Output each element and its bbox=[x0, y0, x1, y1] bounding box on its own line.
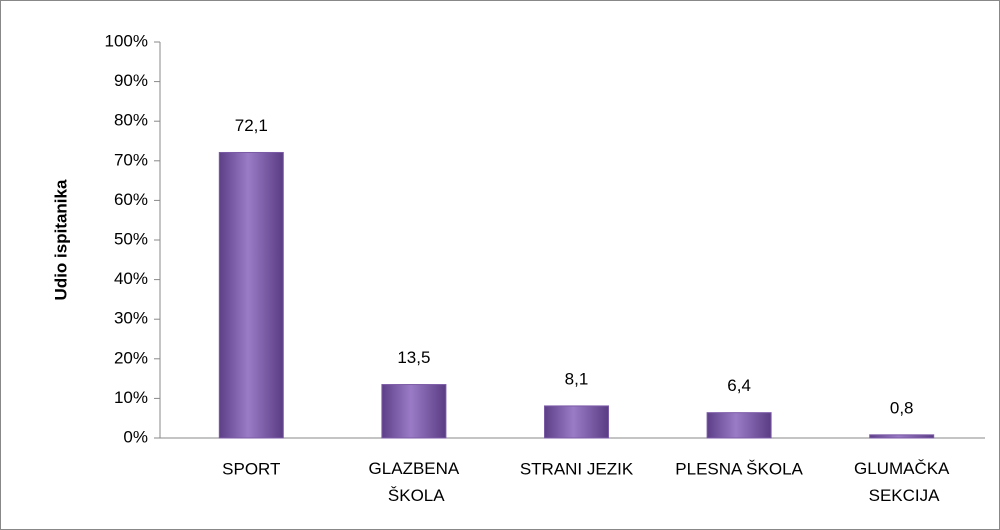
y-tick-label: 50% bbox=[114, 229, 148, 248]
value-label: 6,4 bbox=[727, 376, 751, 395]
y-tick-label: 0% bbox=[123, 427, 148, 446]
value-label: 13,5 bbox=[397, 348, 430, 367]
y-tick-label: 30% bbox=[114, 309, 148, 328]
y-tick-label: 40% bbox=[114, 269, 148, 288]
y-tick-label: 90% bbox=[114, 71, 148, 90]
y-axis-label: Udio ispitanika bbox=[51, 179, 70, 300]
y-tick-label: 80% bbox=[114, 111, 148, 130]
x-tick-label: GLAZBENA ŠKOLA bbox=[369, 459, 460, 505]
y-tick-label: 70% bbox=[114, 150, 148, 169]
bar bbox=[381, 384, 447, 439]
x-tick-label: SPORT bbox=[222, 459, 280, 478]
x-tick-label: STRANI JEZIK bbox=[520, 459, 634, 478]
bar bbox=[544, 405, 609, 439]
y-tick-label: 20% bbox=[114, 348, 148, 367]
bar bbox=[869, 434, 935, 439]
y-tick-label: 60% bbox=[114, 190, 148, 209]
x-tick-label: GLUMAČKA SEKCIJA bbox=[854, 459, 950, 505]
bar bbox=[706, 412, 772, 439]
y-tick-label: 10% bbox=[114, 388, 148, 407]
value-label: 0,8 bbox=[890, 398, 914, 417]
value-label: 8,1 bbox=[565, 369, 589, 388]
x-tick-label: PLESNA ŠKOLA bbox=[675, 459, 803, 478]
y-tick-label: 100% bbox=[105, 31, 148, 50]
value-label: 72,1 bbox=[235, 116, 268, 135]
bar bbox=[218, 151, 284, 439]
